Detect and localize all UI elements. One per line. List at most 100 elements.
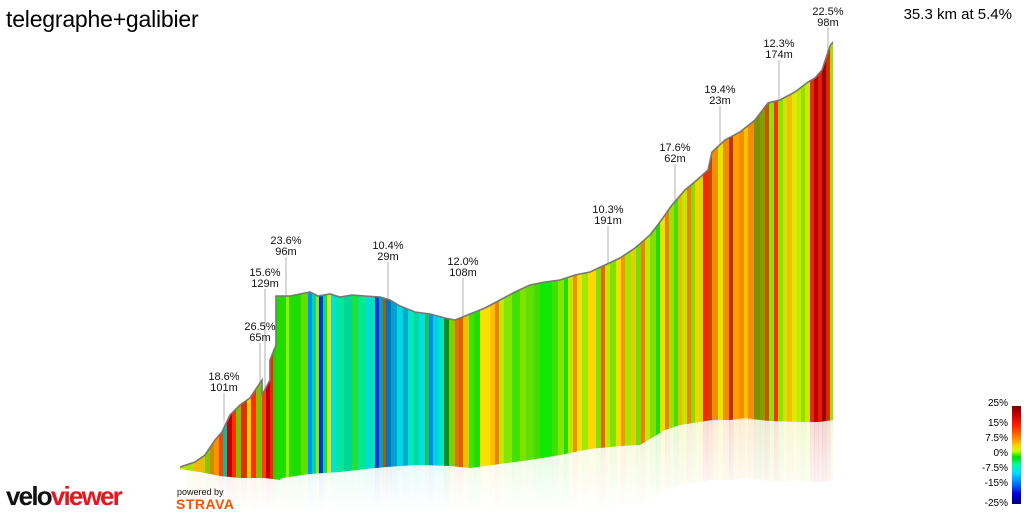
legend-tick: 7.5% [985,433,1008,444]
segment-length-label: 129m [251,278,279,290]
gradient-stripe [641,42,646,480]
segment-gradient-label: 12.0% [447,256,478,268]
gradient-stripe [810,42,815,480]
logo-velo: velo [6,481,53,511]
gradient-stripe [344,42,353,480]
gradient-stripe [712,42,719,480]
gradient-stripe [783,42,788,480]
gradient-stripe [403,42,409,480]
gradient-stripe [232,42,237,480]
gradient-stripe [490,42,496,480]
gradient-stripe [616,42,622,480]
gradient-stripe [822,42,827,480]
gradient-stripe [429,42,434,480]
segment-length-label: 23m [709,95,730,107]
gradient-stripe [601,42,606,480]
gradient-stripe [577,42,583,480]
gradient-stripe [826,42,831,480]
segment-length-label: 108m [449,267,477,279]
segment-gradient-label: 19.4% [704,84,735,96]
legend-tick: 0% [993,448,1008,459]
segment-gradient-label: 22.5% [812,6,843,18]
gradient-stripe [526,42,535,480]
legend-tick: 15% [987,418,1008,429]
gradient-stripe [251,42,257,480]
segment-gradient-label: 10.3% [592,204,623,216]
gradient-stripe [739,42,745,480]
gradient-stripe [729,42,734,480]
gradient-stripe [316,42,320,480]
gradient-stripe [558,42,565,480]
gradient-stripe [707,42,713,480]
segment-gradient-label: 18.6% [208,371,239,383]
gradient-stripe [336,42,345,480]
gradient-stripe [691,42,696,480]
legend-tick: 25% [987,398,1008,409]
powered-by-text: powered by [177,487,224,497]
gradient-stripe [801,42,806,480]
legend-tick: -15% [984,478,1008,489]
gradient-stripe [352,42,359,480]
gradient-stripe [830,42,833,480]
veloviewer-logo[interactable]: veloviewer [6,481,123,511]
gradient-stripe [366,42,372,480]
gradient-stripe [699,42,704,480]
segment-gradient-label: 10.4% [372,240,403,252]
gradient-stripe [408,42,415,480]
gradient-stripe [621,42,626,480]
segment-length-label: 174m [765,49,793,61]
gradient-stripe [674,42,679,480]
gradient-stripe [327,42,332,480]
gradient-legend: 25% 15% 7.5% 0% -7.5% -15% -25% [970,398,1024,512]
segment-length-label: 96m [275,246,296,258]
gradient-color-bar [1012,406,1021,504]
legend-tick: -7.5% [981,463,1008,474]
profile-outline [179,41,834,468]
gradient-stripe [573,42,578,480]
gradient-stripe [495,42,500,480]
gradient-stripe [301,42,309,480]
gradient-stripe [682,42,688,480]
gradient-stripe [236,42,242,480]
gradient-stripe [744,42,749,480]
gradient-stripe [765,42,770,480]
gradient-stripe [582,42,589,480]
gradient-stripe [358,42,367,480]
gradient-stripe [650,42,657,480]
gradient-stripe [425,42,430,480]
gradient-stripe [733,42,740,480]
logo-viewer: viewer [50,481,123,511]
gradient-stripe [718,42,724,480]
gradient-stripe [769,42,775,480]
gradient-stripe [660,42,666,480]
gradient-stripe [227,42,233,480]
gradient-stripe [552,42,559,480]
gradient-stripe [665,42,670,480]
route-title: telegraphe+galibier [6,6,199,32]
gradient-stripe [534,42,541,480]
gradient-stripe [588,42,597,480]
gradient-stripe [433,42,440,480]
gradient-stripe [687,42,692,480]
gradient-stripe [568,42,574,480]
segment-length-label: 29m [377,251,398,263]
gradient-stripe [678,42,683,480]
segment-length-label: 98m [817,17,838,29]
gradient-stripe [499,42,505,480]
gradient-stripe [631,42,637,480]
gradient-stripe [308,42,313,480]
gradient-stripe [419,42,426,480]
gradient-stripe [778,42,784,480]
segment-gradient-label: 23.6% [270,235,301,247]
gradient-stripe [760,42,766,480]
gradient-stripe [262,42,267,480]
segment-length-label: 191m [594,215,622,227]
gradient-stripe [695,42,700,480]
strava-logo[interactable]: STRAVA [176,496,235,512]
gradient-stripe [625,42,632,480]
gradient-stripe [610,42,617,480]
segment-length-label: 65m [249,332,270,344]
segment-gradient-label: 26.5% [244,321,275,333]
gradient-stripe [636,42,642,480]
